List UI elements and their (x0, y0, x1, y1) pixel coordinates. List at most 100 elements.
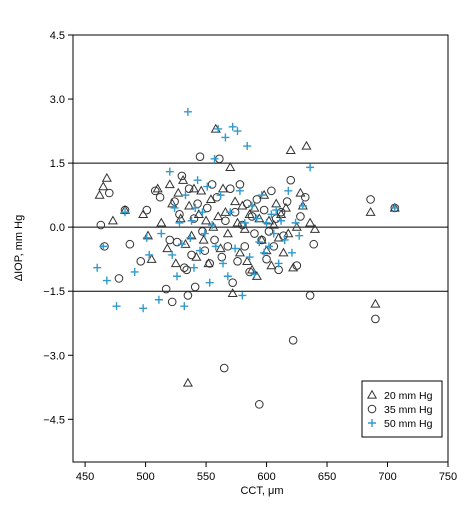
point-50mmhg (180, 302, 189, 311)
point-35mmhg (247, 212, 257, 221)
point-20mmhg (208, 221, 219, 231)
point-35mmhg (142, 205, 152, 215)
point-50mmhg (248, 201, 257, 210)
point-35mmhg (172, 237, 182, 247)
point-50mmhg (200, 229, 209, 238)
point-35mmhg (225, 184, 235, 194)
point-20mmhg (246, 264, 258, 274)
point-35mmhg (366, 195, 375, 204)
point-35mmhg (271, 214, 281, 223)
point-50mmhg (187, 216, 196, 225)
x-tick-label: 550 (197, 471, 215, 483)
point-35mmhg (288, 336, 298, 345)
y-tick-label: 0.0 (50, 222, 65, 234)
point-50mmhg (260, 248, 269, 257)
point-20mmhg (201, 215, 212, 225)
point-35mmhg (219, 363, 229, 373)
point-35mmhg (202, 203, 212, 213)
point-50mmhg (228, 122, 237, 131)
point-50mmhg (154, 295, 163, 304)
point-50mmhg (390, 203, 399, 212)
point-50mmhg (99, 242, 108, 251)
x-tick-label: 600 (257, 471, 275, 483)
point-35mmhg (198, 227, 207, 236)
point-50mmhg (295, 231, 304, 240)
point-20mmhg (278, 247, 289, 257)
point-50mmhg (306, 163, 315, 172)
point-50mmhg (142, 233, 151, 242)
point-50mmhg (269, 229, 278, 238)
point-20mmhg (230, 196, 241, 206)
point-20mmhg (142, 230, 154, 240)
x-tick-label: 450 (76, 471, 94, 483)
point-50mmhg (193, 176, 202, 185)
point-35mmhg (190, 282, 200, 292)
point-50mmhg (186, 233, 195, 242)
point-35mmhg (300, 192, 310, 202)
point-50mmhg (214, 124, 223, 133)
point-35mmhg (286, 175, 296, 185)
point-50mmhg (264, 242, 273, 251)
point-35mmhg (221, 216, 230, 226)
point-50mmhg (181, 191, 190, 200)
y-tick-label: 4.5 (50, 30, 65, 42)
point-35mmhg (267, 186, 276, 196)
point-35mmhg (228, 278, 237, 287)
point-20mmhg (98, 181, 109, 191)
point-35mmhg (175, 210, 184, 219)
legend-plus-icon (368, 419, 376, 427)
point-20mmhg (288, 262, 299, 272)
point-50mmhg (191, 203, 200, 212)
legend: 20 mm Hg 35 mm Hg 50 mm Hg (361, 380, 443, 438)
point-20mmhg (268, 219, 279, 229)
point-50mmhg (250, 270, 259, 279)
point-50mmhg (211, 242, 220, 251)
point-50mmhg (198, 208, 207, 217)
point-35mmhg (305, 291, 315, 300)
point-50mmhg (284, 186, 293, 195)
point-35mmhg (189, 214, 199, 223)
point-35mmhg (262, 254, 271, 264)
point-20mmhg (152, 183, 163, 193)
point-50mmhg (262, 218, 271, 227)
point-35mmhg (282, 197, 292, 206)
point-50mmhg (233, 127, 242, 136)
legend-label: 50 mm Hg (384, 418, 433, 430)
point-20mmhg (198, 234, 209, 244)
y-tick-label: 3.0 (50, 94, 65, 106)
point-50mmhg (173, 272, 182, 281)
point-50mmhg (291, 218, 300, 227)
point-50mmhg (205, 278, 214, 287)
point-35mmhg (217, 252, 227, 262)
point-35mmhg (183, 291, 193, 300)
x-tick-label: 500 (136, 471, 154, 483)
point-20mmhg (101, 172, 112, 182)
point-50mmhg (216, 191, 225, 200)
point-35mmhg (136, 257, 146, 266)
point-35mmhg (292, 261, 302, 270)
point-50mmhg (255, 238, 264, 247)
point-35mmhg (254, 400, 264, 409)
point-35mmhg (296, 212, 305, 221)
point-35mmhg (182, 265, 192, 275)
point-50mmhg (170, 203, 179, 212)
point-35mmhg (96, 220, 106, 230)
point-35mmhg (184, 184, 194, 194)
point-50mmhg (221, 133, 230, 142)
point-20mmhg (173, 187, 184, 197)
point-50mmhg (165, 167, 174, 176)
point-50mmhg (157, 229, 166, 238)
point-20mmhg (301, 140, 312, 150)
point-50mmhg (112, 302, 121, 311)
point-50mmhg (240, 218, 249, 227)
point-20mmhg (196, 185, 207, 195)
point-50mmhg (203, 182, 212, 191)
point-20mmhg (184, 200, 195, 210)
y-tick-label: −4.5 (43, 414, 65, 426)
point-20mmhg (191, 251, 202, 261)
point-50mmhg (175, 218, 184, 227)
point-20mmhg (213, 211, 224, 221)
point-35mmhg (177, 171, 187, 181)
point-20mmhg (156, 217, 167, 227)
point-50mmhg (238, 291, 247, 300)
